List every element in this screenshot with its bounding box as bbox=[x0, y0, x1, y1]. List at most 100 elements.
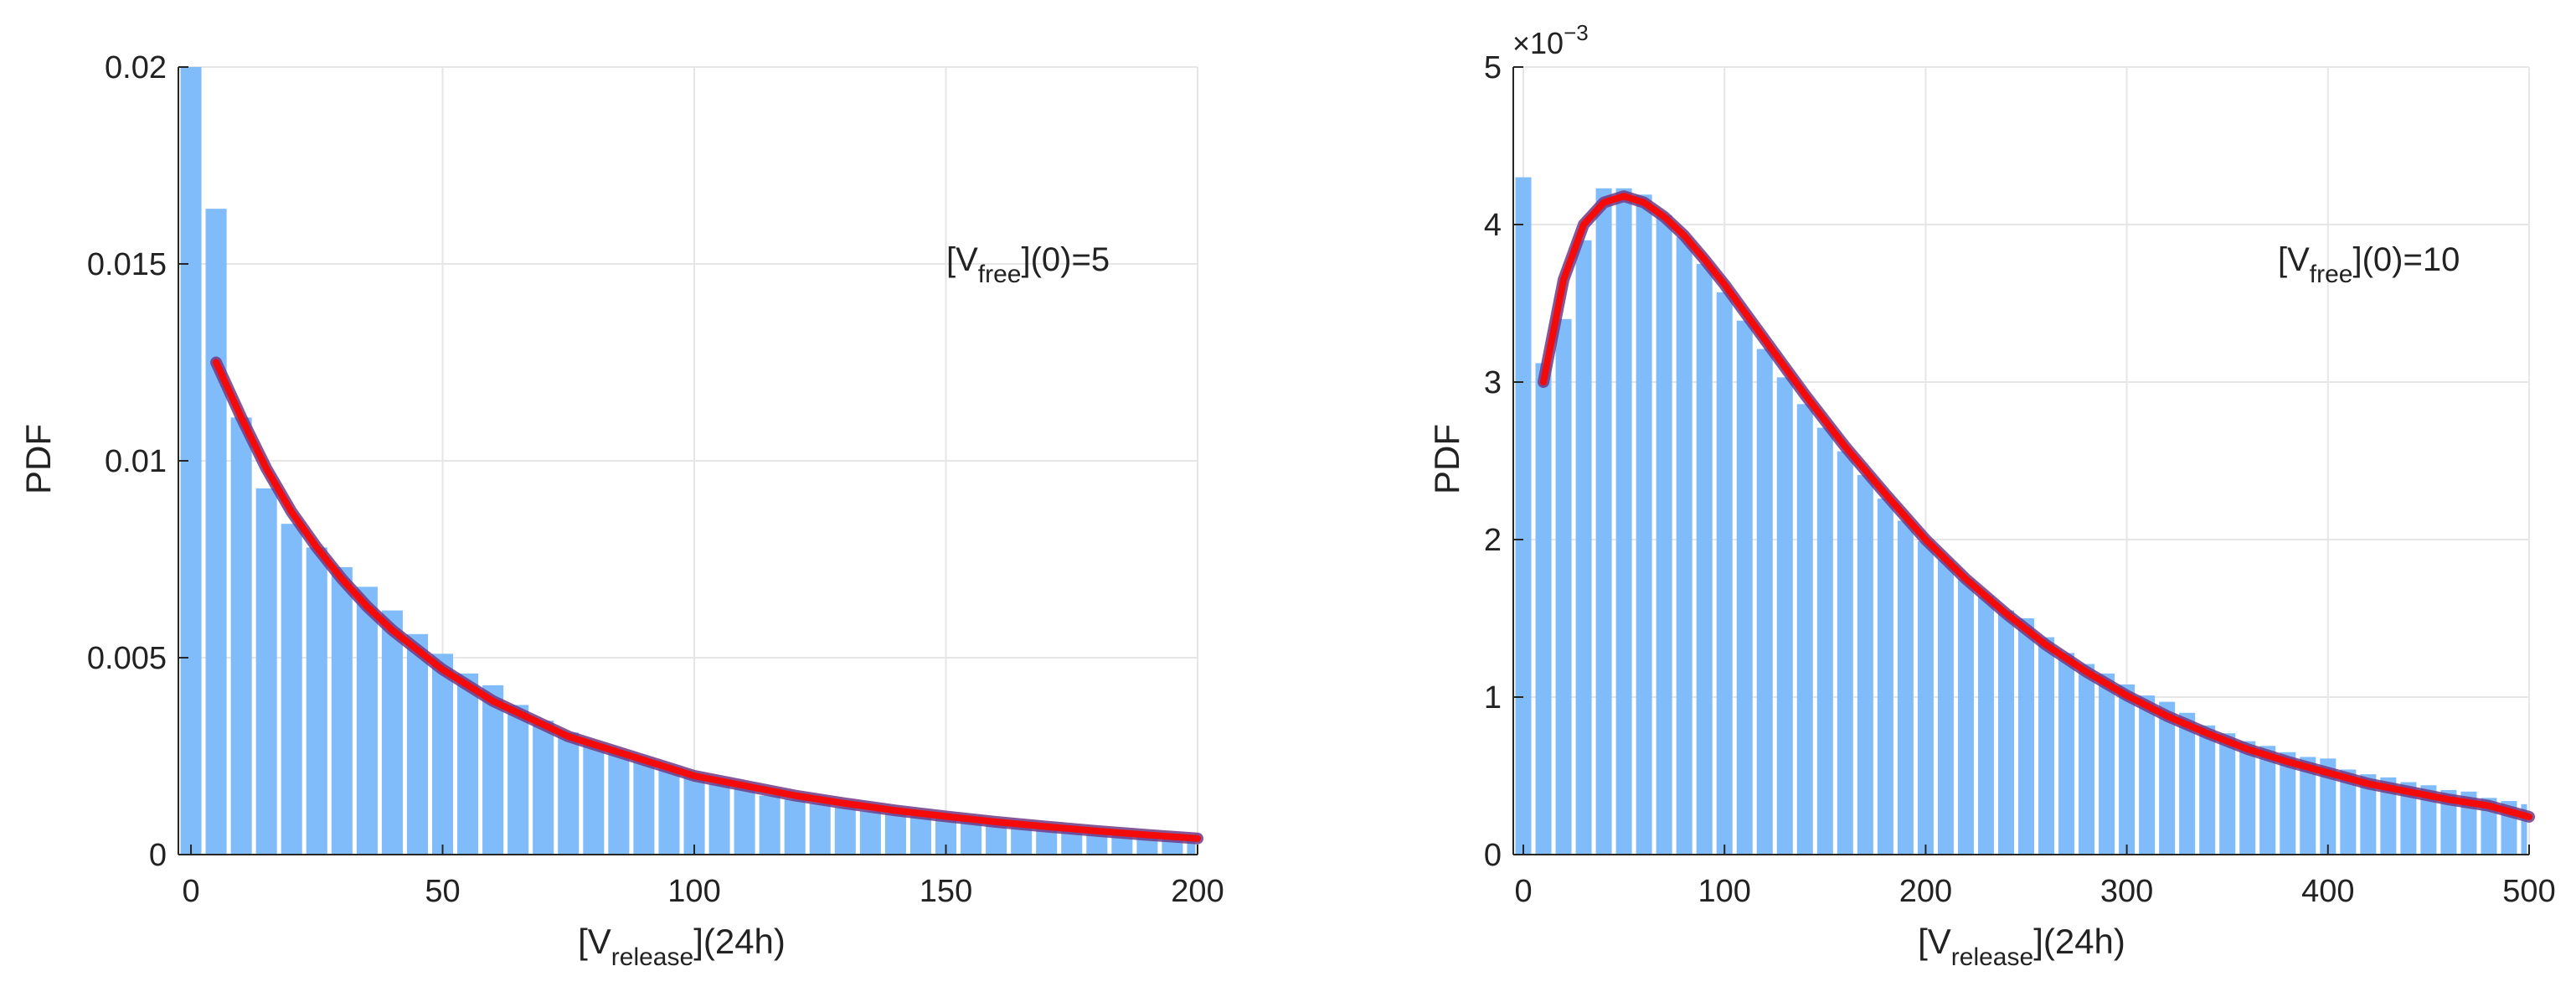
y-tick-label: 3 bbox=[1484, 365, 1502, 400]
fit-curve-line bbox=[1540, 193, 2532, 820]
histogram-bar bbox=[1515, 177, 1532, 855]
histogram-bar bbox=[608, 752, 630, 855]
histogram-bar bbox=[759, 795, 781, 855]
y-tick-label: 0.015 bbox=[87, 247, 167, 282]
grid-lines bbox=[178, 66, 1198, 855]
x-tick-label: 50 bbox=[425, 874, 460, 909]
histogram-bar bbox=[2259, 746, 2276, 855]
histogram-bar bbox=[1575, 240, 1592, 855]
histogram-bar bbox=[708, 783, 730, 855]
histogram-bar bbox=[1897, 520, 1914, 855]
y-tick-label: 2 bbox=[1484, 523, 1502, 558]
histogram-bar bbox=[2380, 777, 2397, 855]
right-histogram-chart: 0 100 200 300 400 500 0 1 2 3 4 5 PDF [Vrelease](24… bbox=[1427, 20, 2556, 971]
tick-labels: 0 50 100 150 200 0 0.005 0.01 0.015 0.02 bbox=[87, 50, 1224, 909]
histogram-bar bbox=[1977, 596, 1994, 855]
x-tick-label: 100 bbox=[667, 874, 720, 909]
histogram-bar bbox=[2300, 757, 2316, 855]
histogram-bar bbox=[2219, 733, 2236, 855]
x-axis-label: [Vrelease](24h) bbox=[1918, 922, 2125, 971]
histogram-bar bbox=[1937, 560, 1954, 855]
histogram-bar bbox=[1776, 377, 1793, 855]
histogram-bar bbox=[2119, 684, 2136, 855]
histogram-bar bbox=[2017, 618, 2035, 855]
histogram-bar bbox=[255, 488, 277, 855]
y-tick-label: 0 bbox=[149, 838, 167, 873]
x-tick-label: 100 bbox=[1698, 874, 1751, 909]
histogram-bar bbox=[2320, 758, 2336, 855]
y-tick-label: 5 bbox=[1484, 50, 1502, 85]
histogram-bar bbox=[1957, 579, 1974, 855]
histogram-bar bbox=[431, 654, 454, 855]
histogram-bar bbox=[1676, 237, 1692, 855]
x-tick-label: 500 bbox=[2502, 874, 2555, 909]
histogram-bar bbox=[482, 685, 504, 855]
histogram-bar bbox=[2099, 673, 2115, 855]
histogram-bar bbox=[1917, 540, 1934, 855]
histogram-bar bbox=[1877, 499, 1893, 855]
annotation-vfree: [Vfree](0)=5 bbox=[946, 241, 1110, 288]
histogram-bar bbox=[331, 566, 353, 855]
histogram-bar bbox=[2139, 695, 2156, 855]
histogram-bar bbox=[1595, 188, 1612, 855]
histogram-bar bbox=[281, 524, 302, 855]
histogram-bar bbox=[533, 721, 554, 855]
histogram-bar bbox=[1555, 318, 1572, 855]
y-axis-exponent: ×10−3 bbox=[1512, 20, 1589, 60]
histogram-bar bbox=[658, 767, 680, 855]
histogram-bar bbox=[1716, 292, 1733, 855]
histogram-bar bbox=[1656, 214, 1672, 855]
x-tick-label: 400 bbox=[2301, 874, 2354, 909]
histogram-bar bbox=[2360, 774, 2377, 855]
histogram-bar bbox=[1796, 404, 1813, 855]
histogram-bar bbox=[2179, 712, 2196, 855]
y-tick-label: 4 bbox=[1484, 208, 1502, 243]
fit-curve bbox=[210, 356, 1203, 845]
fit-curve-line bbox=[213, 359, 1201, 842]
histogram-bar bbox=[2521, 803, 2527, 855]
histogram-bar bbox=[1837, 451, 1853, 855]
histogram-bar bbox=[1736, 320, 1753, 855]
histogram-bar bbox=[683, 776, 705, 855]
histogram-bar bbox=[859, 811, 881, 855]
histogram-bar bbox=[2400, 782, 2417, 855]
histogram-bar bbox=[558, 732, 580, 855]
x-axis-label: [Vrelease](24h) bbox=[578, 922, 786, 971]
histogram-bar bbox=[1535, 363, 1552, 855]
histogram-bar bbox=[1857, 474, 1873, 855]
histogram-bar bbox=[2038, 637, 2055, 855]
histogram-bar bbox=[356, 586, 378, 855]
histogram-bars bbox=[1515, 177, 2527, 855]
histogram-bar bbox=[306, 547, 327, 855]
y-axis-label: PDF bbox=[1427, 424, 1466, 494]
histogram-bar bbox=[457, 673, 479, 855]
histogram-bar bbox=[381, 610, 403, 855]
histogram-bar bbox=[2079, 664, 2095, 855]
histogram-bar bbox=[1696, 264, 1713, 855]
histogram-bar bbox=[2280, 752, 2296, 855]
y-tick-label: 0 bbox=[1484, 838, 1502, 873]
annotation-vfree: [Vfree](0)=10 bbox=[2278, 241, 2460, 288]
histogram-bar bbox=[2340, 769, 2357, 855]
histogram-bar bbox=[834, 807, 856, 855]
y-tick-label: 0.02 bbox=[105, 50, 167, 85]
histogram-bar bbox=[909, 815, 931, 855]
histogram-bar bbox=[633, 760, 655, 855]
axes bbox=[1512, 67, 2529, 855]
fit-curve bbox=[1538, 190, 2535, 823]
x-tick-label: 200 bbox=[1899, 874, 1952, 909]
histogram-bar bbox=[2058, 653, 2075, 855]
x-tick-label: 150 bbox=[920, 874, 972, 909]
histogram-bar bbox=[2239, 741, 2256, 855]
histogram-bar bbox=[507, 705, 529, 855]
histogram-bar bbox=[809, 803, 831, 855]
histogram-bar bbox=[406, 633, 428, 855]
histogram-bar bbox=[1756, 349, 1773, 855]
x-tick-label: 0 bbox=[182, 874, 199, 909]
histogram-bar bbox=[1997, 610, 2014, 855]
histogram-bar bbox=[1615, 188, 1632, 855]
histogram-bar bbox=[583, 744, 605, 855]
y-tick-label: 0.005 bbox=[87, 641, 167, 676]
x-tick-label: 300 bbox=[2100, 874, 2153, 909]
histogram-bar bbox=[784, 799, 806, 855]
